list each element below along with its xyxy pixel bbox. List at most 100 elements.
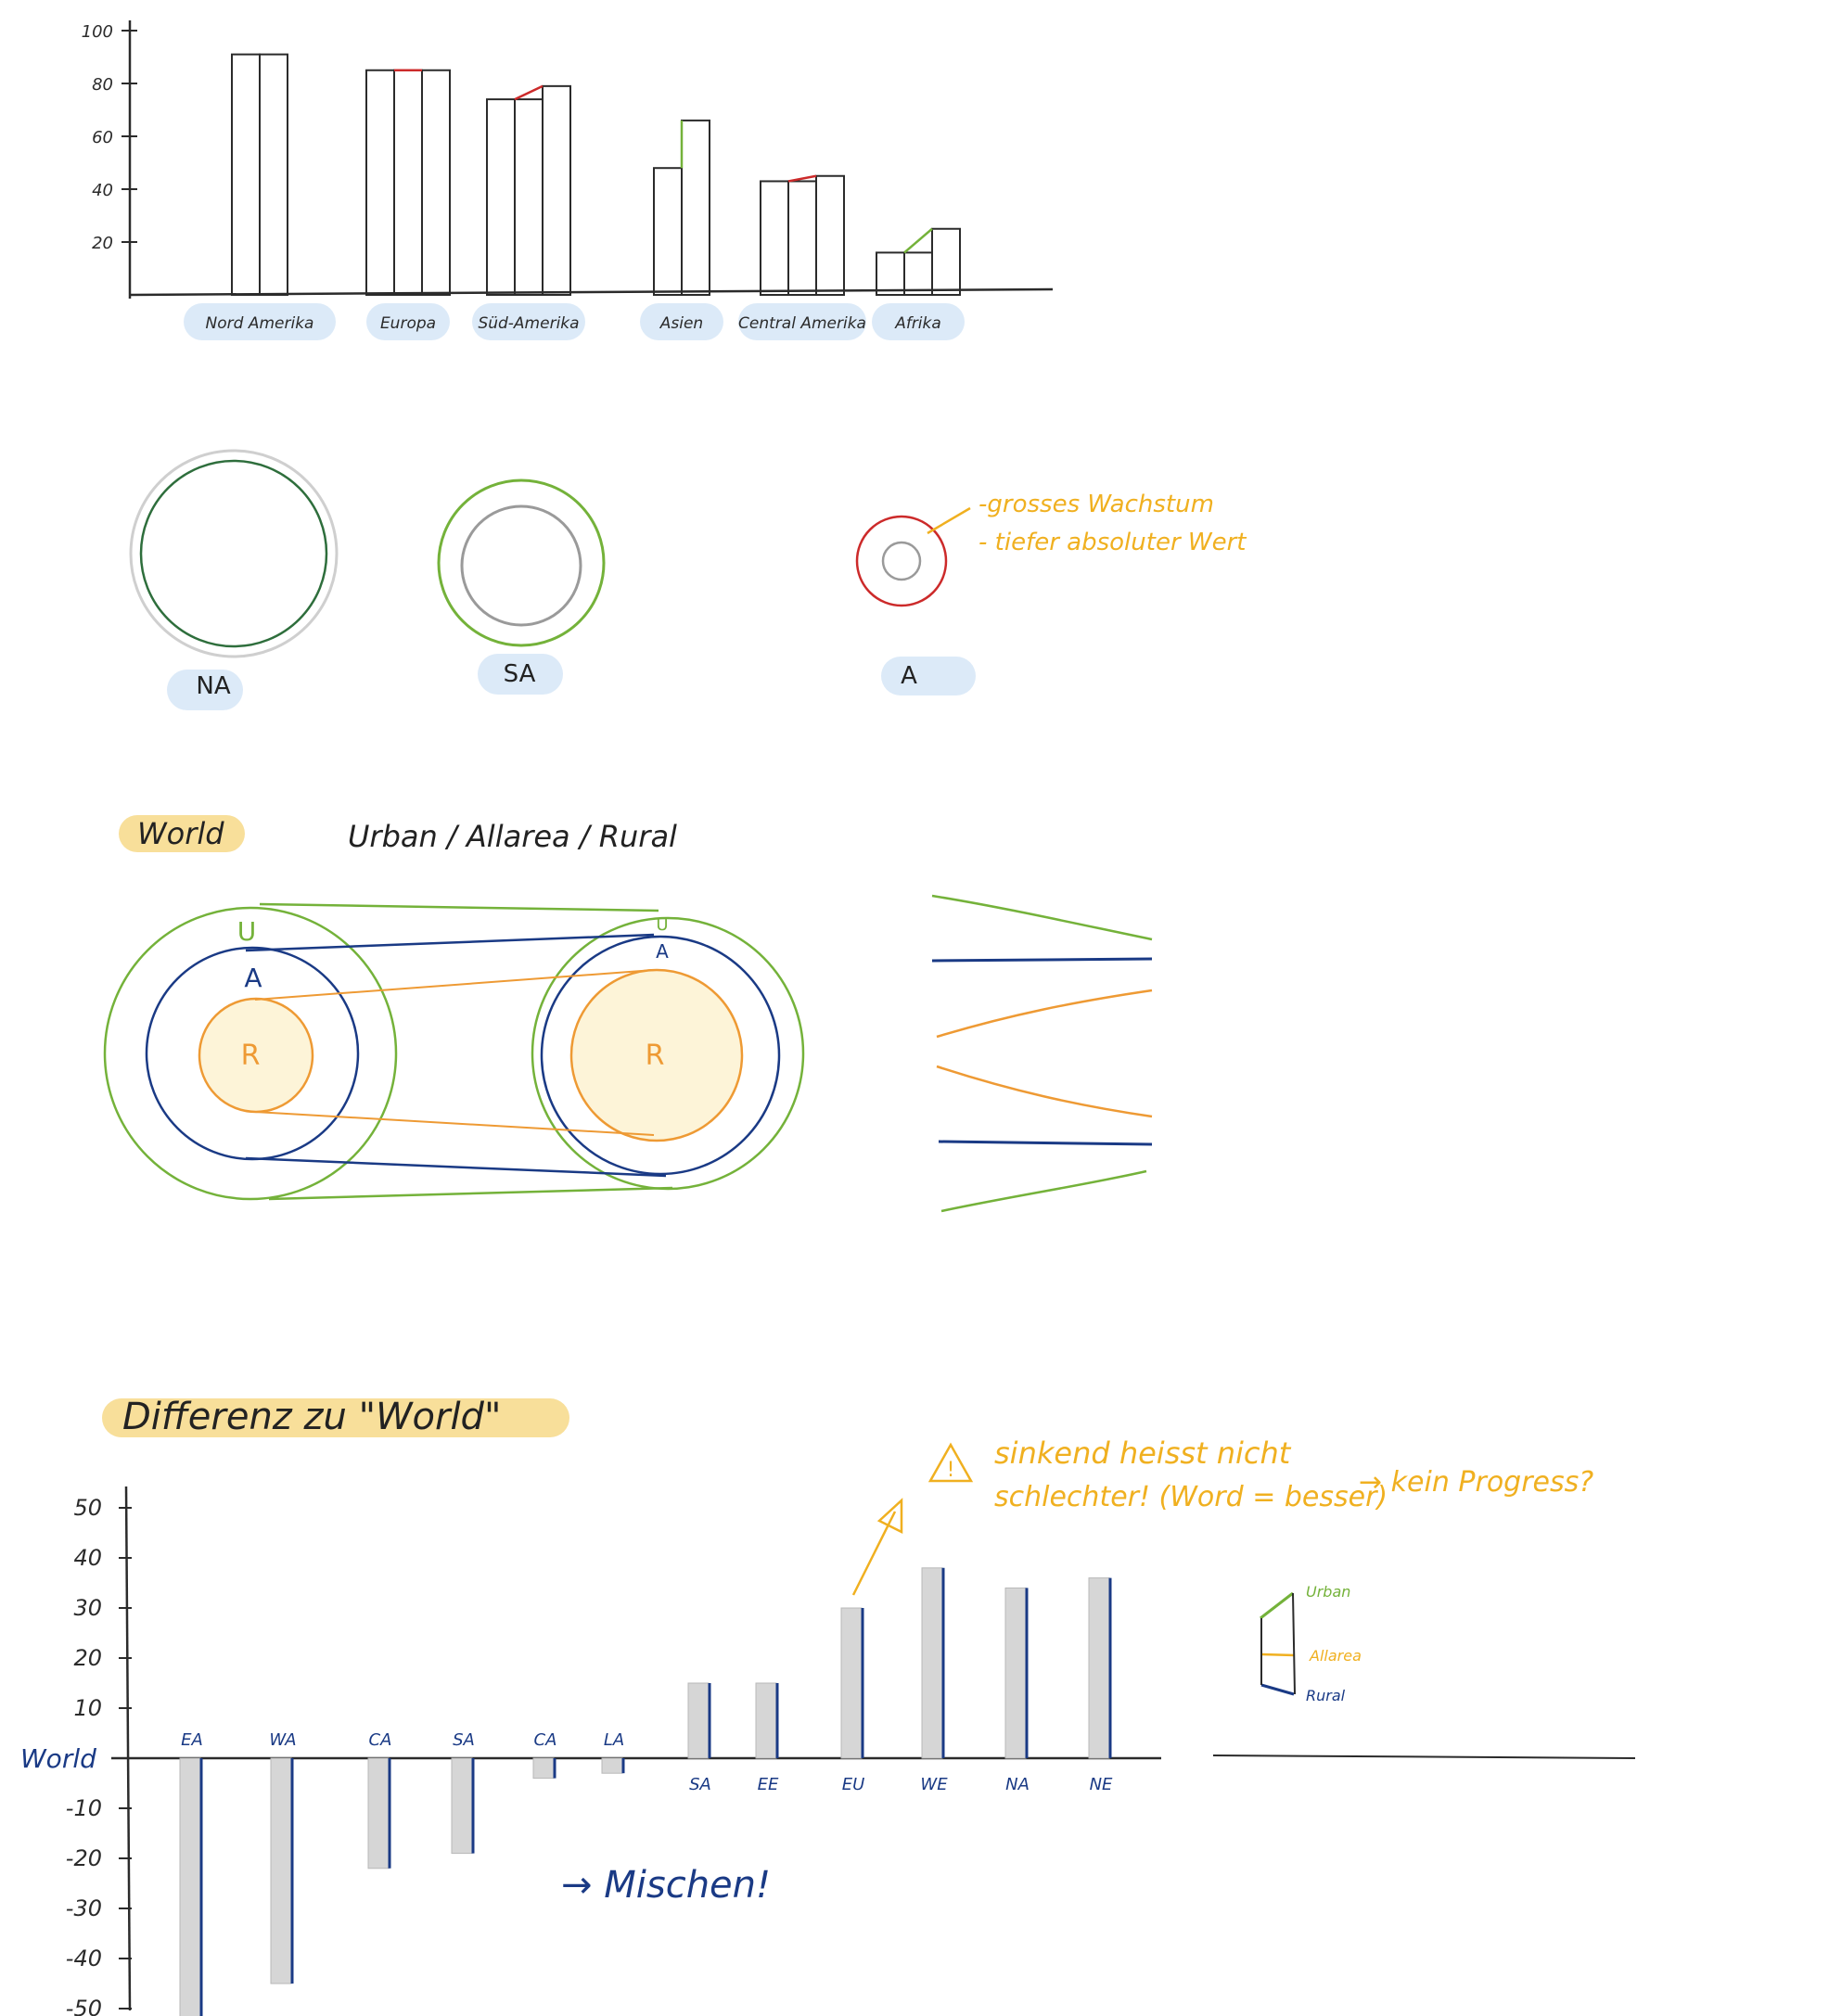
circle-note-low-value: - tiefer absoluter Wert — [978, 529, 1247, 556]
chart1-category-pills: Nord Amerika Europa Süd-Amerika Asien Centra… — [184, 303, 965, 340]
chart1-bar — [259, 53, 288, 297]
chart1-category-pill — [184, 303, 336, 340]
chart1-bar — [653, 167, 683, 296]
chart2-bar — [755, 1682, 777, 1759]
chart2-y-tick-label: 10 — [73, 1695, 102, 1721]
trend-lines — [931, 894, 1153, 1213]
chart2-category-label: NE — [1090, 1775, 1113, 1794]
chart1-bar — [365, 69, 395, 296]
chart2-y-tick-label: -30 — [66, 1895, 102, 1921]
legend-rural: Rural — [1306, 1687, 1346, 1704]
connector-rural-bottom — [254, 1111, 655, 1136]
chart2-y-tick-label: 30 — [73, 1595, 102, 1621]
chart2-bar — [532, 1757, 555, 1780]
right-label-r: R — [646, 1040, 665, 1072]
chart1-bar — [876, 251, 905, 296]
chart1-bar — [903, 251, 933, 296]
trend-allarea-flat-top — [931, 957, 1153, 963]
chart1-category-pill — [640, 303, 723, 340]
chart2-category-label: CA — [369, 1730, 392, 1750]
chart2-bar — [367, 1757, 390, 1869]
chart2-bar — [270, 1757, 292, 1984]
chart1-bar — [514, 98, 544, 296]
warning-icon-mark: ! — [947, 1459, 955, 1482]
chart2-bar — [1004, 1587, 1027, 1759]
mix-note: → Mischen! — [561, 1864, 771, 1907]
side-divider-line — [1212, 1754, 1636, 1759]
warning-note: ! sinkend heisst nicht schlechter! (Word… — [851, 1435, 1593, 1596]
chart2-y-axis — [124, 1486, 132, 2011]
chart1-change-line — [903, 227, 933, 254]
chart1-category-pill — [738, 303, 866, 340]
chart2-bar — [921, 1567, 943, 1759]
trend-urban-down — [931, 894, 1153, 941]
chart2-category-label: EE — [758, 1775, 779, 1794]
left-label-a: A — [244, 963, 262, 993]
right-ring-rural — [569, 968, 744, 1142]
trend-rural-down — [936, 1065, 1153, 1118]
circle-note-growth: -grosses Wachstum — [978, 491, 1214, 518]
legend-line-allarea — [1260, 1652, 1296, 1657]
chart1-category-label: Afrika — [894, 314, 941, 333]
chart1-category-pill — [472, 303, 585, 340]
legend-line-urban — [1260, 1591, 1294, 1620]
chart1-bar — [681, 119, 710, 296]
trend-urban-up — [940, 1169, 1147, 1213]
difference-to-world-chart: Differenz zu "World" World 50 40 30 20 10 -10… — [20, 1396, 1636, 2016]
trend-rural-up — [936, 989, 1153, 1039]
right-label-u: U — [656, 915, 668, 935]
chart2-bar — [1088, 1577, 1110, 1759]
chart2-category-label: NA — [1005, 1775, 1030, 1794]
warning-icon — [927, 1442, 974, 1483]
warning-arrow-text: → kein Progress? — [1359, 1466, 1593, 1499]
warning-line-1: sinkend heisst nicht — [994, 1435, 1292, 1471]
left-label-u: U — [237, 916, 257, 947]
chart2-y-tick-label: -50 — [66, 1996, 102, 2016]
chart2-category-label: EU — [842, 1775, 865, 1794]
chart1-category-label: Süd-Amerika — [478, 314, 579, 333]
chart1-y-tick-label: 60 — [92, 128, 113, 147]
chart1-bar — [231, 53, 261, 297]
chart1-category-label: Europa — [380, 314, 436, 333]
outer-connector-bottom — [268, 1186, 673, 1201]
chart2-bar — [840, 1607, 863, 1759]
chart1-y-tick-label: 20 — [92, 234, 113, 253]
legend-line-rural — [1260, 1683, 1295, 1696]
label-pill-na — [167, 670, 243, 710]
chart1-bars — [231, 53, 961, 297]
connector-allarea-bottom — [245, 1156, 667, 1178]
circle-south-america — [437, 478, 606, 647]
connector-allarea-top — [245, 933, 655, 952]
chart2-bars: EA WA CA SA CA LA SA EE EU WE NA NE — [179, 1567, 1113, 2016]
legend-urban: Urban — [1306, 1583, 1350, 1601]
chart2-y-tick-label: -40 — [66, 1946, 102, 1971]
chart1-category-label: Asien — [659, 314, 703, 333]
world-highlight — [119, 815, 245, 852]
chart2-category-label: WA — [269, 1730, 296, 1750]
world-section: World Urban / Allarea / Rural U A R U A … — [103, 815, 1153, 1213]
outer-connector-top — [259, 902, 659, 912]
chart2-bar — [451, 1757, 473, 1855]
chart2-y-tick-label: -20 — [66, 1845, 102, 1871]
chart1-bar — [542, 84, 571, 296]
world-subtitle: Urban / Allarea / Rural — [348, 819, 677, 854]
circle-label-a: A — [901, 662, 917, 690]
chart2-category-label: SA — [453, 1730, 475, 1750]
chart1-bar — [486, 98, 516, 296]
circle-label-sa: SA — [504, 660, 536, 688]
chart1-y-tick-label: 100 — [82, 22, 113, 42]
chart1-category-label: Central Amerika — [738, 314, 866, 333]
access-by-region-bar-chart: 100 80 60 40 20 Nord Amerika Europa Süd-Amerik… — [82, 20, 1054, 340]
warning-pointer-arrow — [851, 1511, 897, 1596]
mini-legend: Urban Allarea Rural — [1260, 1583, 1362, 1704]
chart1-bar — [931, 227, 961, 296]
chart2-category-label: CA — [534, 1730, 557, 1750]
circle-north-america — [129, 449, 339, 658]
label-pill-sa — [478, 654, 563, 695]
circle-sketches: NA SA A -grosses Wachstum - tiefer absol… — [129, 449, 1247, 710]
chart2-y-tick-label: 50 — [73, 1495, 102, 1521]
chart2-category-label: EA — [181, 1730, 203, 1750]
diff-title-highlight — [102, 1398, 569, 1437]
chart1-bar — [760, 180, 789, 296]
chart2-category-label: WE — [920, 1775, 948, 1794]
